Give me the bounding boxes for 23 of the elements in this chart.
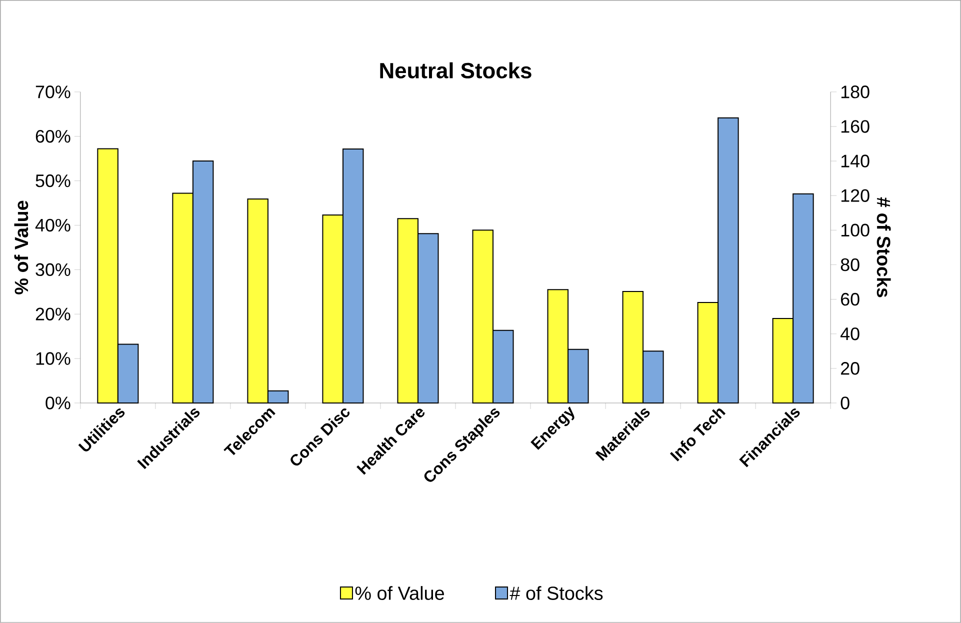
legend-label: # of Stocks xyxy=(510,586,603,600)
y-tick-label: 70% xyxy=(36,86,70,98)
y-tick-label: 40% xyxy=(35,218,70,232)
y2-tick-label: 60 xyxy=(841,292,860,306)
y-tick-label: 60% xyxy=(36,130,70,143)
y-tick-label: 20% xyxy=(36,308,70,320)
y-axis-title: % of Value xyxy=(14,200,28,294)
y2-tick-label: 0 xyxy=(840,396,850,410)
y-tick-label: 0% xyxy=(46,396,70,410)
y2-axis-title: # of Stocks xyxy=(876,197,891,298)
y2-tick-label: 20 xyxy=(841,362,860,375)
y-tick-label: 30% xyxy=(36,263,70,276)
y2-tick-label: 180 xyxy=(841,86,870,98)
chart-title: Neutral Stocks xyxy=(380,62,532,78)
y2-tick-label: 120 xyxy=(841,189,870,202)
y-tick-label: 10% xyxy=(36,352,70,365)
y2-tick-label: 140 xyxy=(841,154,870,168)
y-tick-label: 50% xyxy=(36,174,70,188)
y2-tick-label: 100 xyxy=(841,224,870,237)
y2-tick-label: 80 xyxy=(840,258,860,272)
legend-label: % of Value xyxy=(355,586,444,600)
y2-tick-label: 40 xyxy=(840,328,860,340)
y2-tick-label: 160 xyxy=(841,120,870,133)
